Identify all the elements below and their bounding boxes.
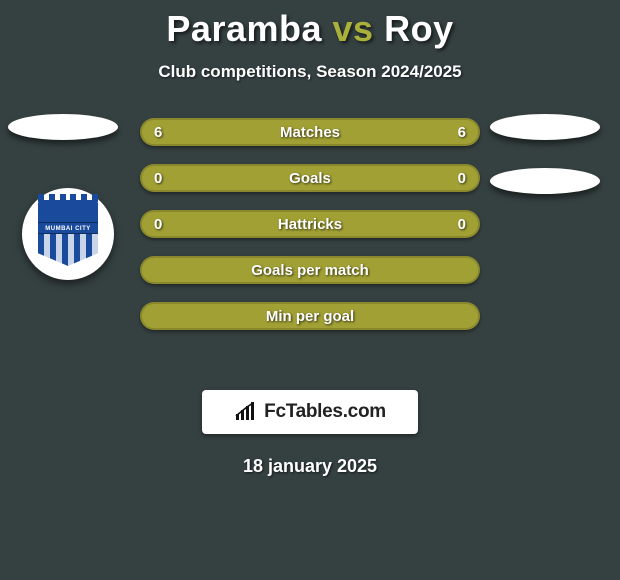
stat-value-left: 6 [154,124,162,141]
site-logo-text: FcTables.com [264,401,386,423]
left-accent-column [8,114,118,168]
stat-label: Hattricks [278,216,342,233]
stat-value-right: 0 [458,170,466,187]
stat-label: Min per goal [266,308,354,325]
club-crest: MUMBAI CITY [22,188,114,280]
player2-name: Roy [384,8,454,49]
versus-label: vs [333,8,374,49]
stat-label: Goals per match [251,262,369,279]
player1-name: Paramba [166,8,322,49]
comparison-stage: MUMBAI CITY 6 Matches 6 0 Goals 0 0 Hatt… [0,118,620,378]
page-title: Paramba vs Roy [0,0,620,50]
stat-value-left: 0 [154,170,162,187]
stat-value-left: 0 [154,216,162,233]
stat-label: Matches [280,124,340,141]
stat-bar: 0 Goals 0 [140,164,480,192]
accent-ellipse [490,168,600,194]
accent-ellipse [8,114,118,140]
right-accent-column [490,114,600,222]
stat-bar: Goals per match [140,256,480,284]
bar-chart-icon [234,402,258,422]
stat-bars: 6 Matches 6 0 Goals 0 0 Hattricks 0 Goal… [140,118,480,348]
stat-label: Goals [289,170,331,187]
stat-bar: 6 Matches 6 [140,118,480,146]
stat-value-right: 0 [458,216,466,233]
season-subtitle: Club competitions, Season 2024/2025 [0,62,620,82]
site-logo[interactable]: FcTables.com [202,390,418,434]
infographic-date: 18 january 2025 [0,456,620,477]
club-crest-graphic: MUMBAI CITY [38,200,98,268]
stat-value-right: 6 [458,124,466,141]
accent-ellipse [490,114,600,140]
stat-bar: 0 Hattricks 0 [140,210,480,238]
crest-banner-text: MUMBAI CITY [38,222,98,234]
stat-bar: Min per goal [140,302,480,330]
